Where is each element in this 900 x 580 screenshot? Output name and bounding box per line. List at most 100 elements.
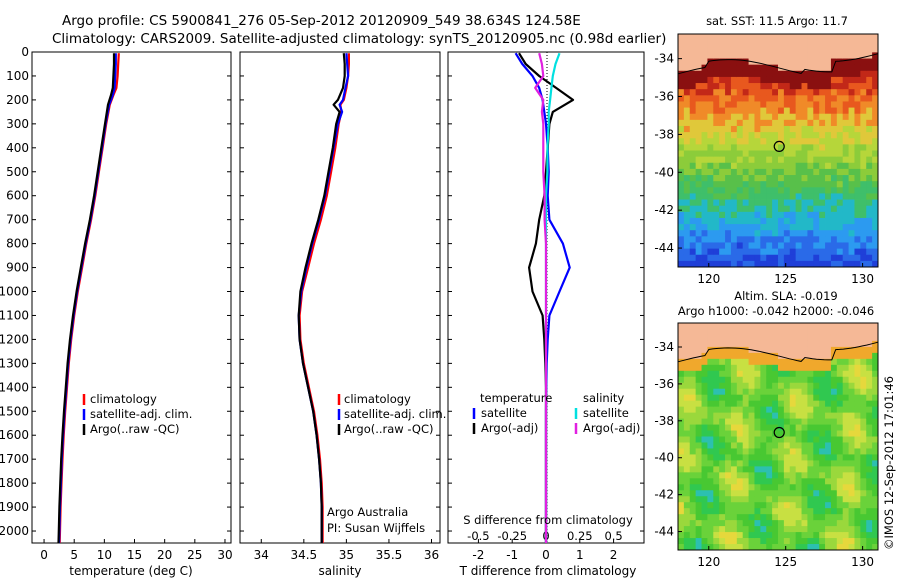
map-cell [825,394,832,402]
map-cell [795,424,802,431]
map-cell [689,496,697,503]
map-cell [854,430,861,437]
map-cell [866,406,873,413]
map-cell [713,162,720,170]
map-cell [719,162,726,170]
map-cell [754,448,761,455]
map-cell [860,76,867,84]
map-cell [736,340,744,348]
map-cell [689,168,697,176]
map-cell [766,224,773,231]
map-cell [860,388,867,396]
map-cell [742,514,749,521]
map-cell [819,64,826,72]
map-cell [689,138,697,145]
map-cell [689,89,697,96]
map-cell [695,83,702,90]
map-cell [801,424,808,431]
map-cell [689,418,697,425]
map-cell [795,199,802,207]
map-cell [678,254,685,262]
map-cell [860,508,867,515]
map-cell [683,448,691,455]
map-cell [860,58,867,66]
map-cell [760,217,767,225]
map-cell [719,376,726,384]
map-cell [719,502,726,509]
map-cell [766,352,773,360]
map-cell [836,34,844,41]
map-cell [848,187,855,194]
map-cell [795,484,802,491]
map-cell [872,76,879,84]
map-cell [689,40,697,47]
map-cell [748,352,755,360]
map-cell [754,412,761,419]
map-cell [866,490,873,497]
map-cell [748,46,755,53]
map-cell [766,58,773,66]
map-cell [830,107,838,115]
map-cell [778,430,785,437]
map-cell [842,412,849,419]
map-cell [730,70,738,78]
map-cell [707,138,714,145]
y-tick-label: 700 [6,213,29,227]
map-cell [801,199,808,207]
x-tick-label: 30 [217,548,232,562]
map-cell [766,83,773,90]
map-cell [678,538,685,545]
map-cell [825,211,832,219]
map-cell [783,113,791,121]
map-cell [736,205,744,213]
map-cell [842,376,849,384]
map-cell [848,370,855,378]
map-cell [748,205,755,213]
map-cell [689,132,697,139]
map-cell [754,132,761,139]
map-cell [778,514,785,521]
map-cell [742,323,749,330]
map-cell [783,508,791,515]
map-cell [772,132,779,139]
map-cell [842,496,849,503]
map-cell [866,454,873,461]
map-cell [830,460,838,467]
map-cell [825,514,832,521]
map-cell [754,52,761,59]
map-cell [701,406,708,413]
map-cell [778,187,785,194]
map-cell [807,460,814,467]
map-cell [760,442,767,449]
map-cell [807,346,814,354]
map-cell [807,520,814,527]
map-cell [819,199,826,207]
map-cell [795,64,802,72]
map-cell [678,205,685,213]
map-cell [801,193,808,200]
map-cell [842,260,849,268]
map-cell [801,496,808,503]
map-cell [683,370,691,378]
map-cell [836,478,844,485]
map-cell [778,254,785,262]
map-cell [860,346,867,354]
map-cell [778,101,785,108]
map-cell [778,119,785,127]
map-cell [801,526,808,533]
map-cell [795,168,802,176]
map-cell [854,352,861,360]
map-cell [830,394,838,402]
map-cell [713,430,720,437]
map-cell [848,346,855,354]
map-cell [860,175,867,182]
map-cell [707,83,714,90]
map-cell [830,224,838,231]
map-cell [789,144,797,151]
map-cell [760,58,767,66]
map-cell [748,508,755,515]
map-cell [730,400,738,408]
map-cell [754,442,761,449]
map-cell [683,76,691,84]
map-cell [772,76,779,84]
